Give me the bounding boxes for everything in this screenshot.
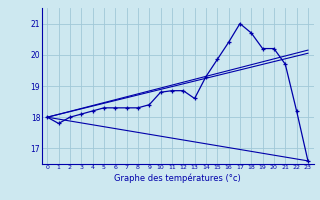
X-axis label: Graphe des températures (°c): Graphe des températures (°c) xyxy=(114,173,241,183)
